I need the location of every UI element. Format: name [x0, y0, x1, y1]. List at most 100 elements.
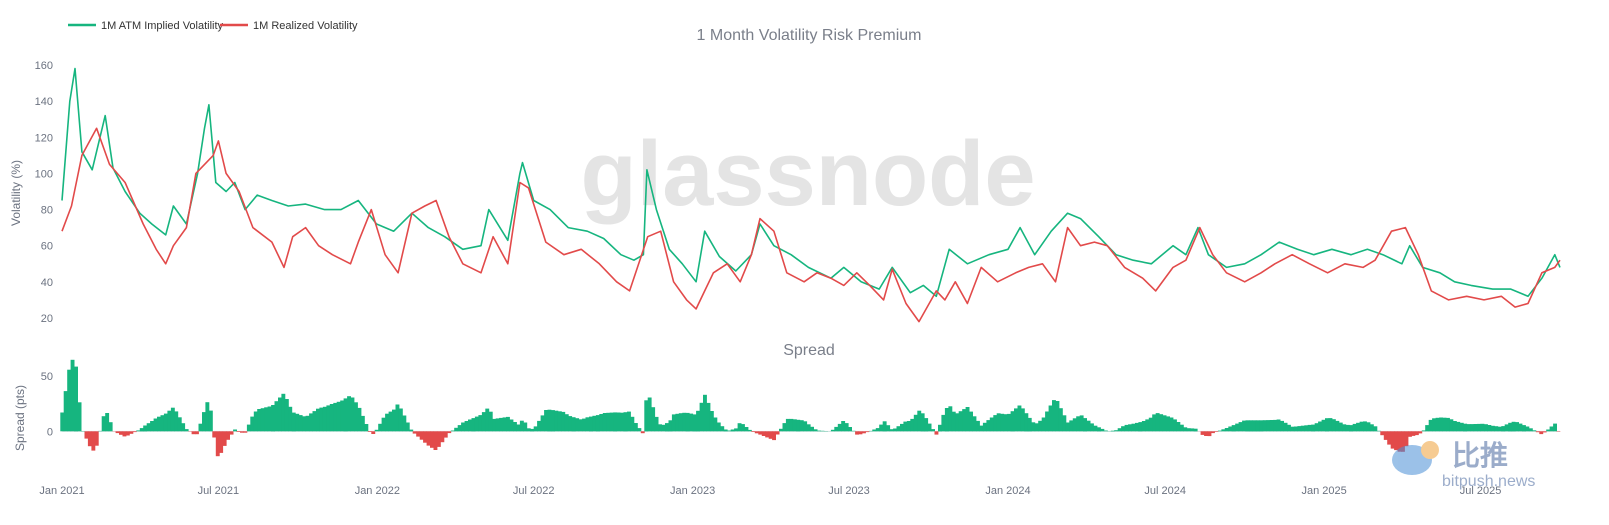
spread-positive-bar — [945, 408, 949, 431]
spread-positive-bar — [382, 418, 386, 432]
bitpush-url: bitpush.news — [1442, 473, 1535, 490]
spread-negative-bar — [772, 431, 776, 440]
spread-positive-bar — [468, 420, 472, 432]
spread-positive-bar — [700, 403, 704, 432]
spread-positive-bar — [1311, 425, 1315, 432]
spread-positive-bar — [686, 413, 690, 432]
spread-negative-bar — [243, 431, 247, 432]
y-axis-label-volatility: Volatility (%) — [9, 160, 23, 226]
spread-positive-bar — [1315, 423, 1319, 431]
spread-positive-bar — [1100, 429, 1104, 431]
spread-positive-bar — [1235, 424, 1239, 432]
spread-positive-bar — [309, 413, 313, 431]
spread-negative-bar — [371, 431, 375, 434]
spread-positive-bar — [1505, 424, 1509, 431]
spread-positive-bar — [1256, 420, 1260, 431]
spread-positive-bar — [1294, 427, 1298, 432]
spread-negative-bar — [1387, 431, 1391, 444]
spread-positive-bar — [1253, 420, 1257, 431]
top-y-tick-label: 80 — [41, 205, 53, 217]
spread-positive-bar — [74, 367, 78, 432]
spread-negative-bar — [1411, 431, 1415, 436]
spread-positive-bar — [465, 421, 469, 431]
spread-negative-bar — [762, 431, 766, 436]
spread-positive-bar — [745, 427, 749, 431]
spread-positive-bar — [1474, 424, 1478, 431]
spread-positive-bar — [993, 415, 997, 431]
spread-positive-bar — [665, 423, 669, 431]
spread-positive-bar — [1342, 424, 1346, 431]
spread-positive-bar — [966, 407, 970, 431]
spread-positive-bar — [1487, 425, 1491, 431]
spread-positive-bar — [586, 417, 590, 431]
chart-title: 1 Month Volatility Risk Premium — [697, 27, 922, 44]
spread-positive-bar — [202, 412, 206, 431]
spread-positive-bar — [143, 426, 147, 432]
spread-positive-bar — [662, 425, 666, 432]
spread-positive-bar — [879, 425, 883, 432]
spread-positive-bar — [803, 421, 807, 431]
spread-positive-bar — [254, 412, 258, 432]
spread-positive-bar — [1228, 427, 1232, 432]
spread-positive-bar — [917, 411, 921, 432]
spread-positive-bar — [831, 430, 835, 432]
spread-positive-bar — [1363, 421, 1367, 431]
spread-title: Spread — [783, 342, 835, 359]
spread-positive-bar — [506, 417, 510, 431]
spread-positive-bar — [582, 419, 586, 432]
spread-positive-bar — [209, 411, 213, 432]
spread-positive-bar — [1007, 414, 1011, 431]
legend-rv-label[interactable]: 1M Realized Volatility — [253, 20, 358, 32]
spread-positive-bar — [1166, 416, 1170, 431]
spread-positive-bar — [1239, 422, 1243, 431]
spread-positive-bar — [461, 423, 465, 432]
spread-positive-bar — [1318, 422, 1322, 432]
spread-positive-bar — [60, 413, 64, 432]
spread-positive-bar — [330, 404, 334, 431]
spread-positive-bar — [78, 402, 82, 431]
bottom-y-tick-label: 50 — [41, 371, 53, 383]
spread-negative-bar — [1415, 431, 1419, 435]
x-tick-label: Jan 2022 — [355, 485, 400, 497]
legend[interactable]: 1M ATM Implied Volatility 1M Realized Vo… — [68, 20, 358, 32]
spread-negative-bar — [935, 431, 939, 434]
spread-positive-bar — [565, 414, 569, 431]
spread-positive-bar — [1325, 418, 1329, 431]
spread-positive-bar — [1280, 421, 1284, 431]
spread-positive-bar — [1277, 420, 1281, 432]
spread-negative-bar — [420, 431, 424, 439]
spread-positive-bar — [568, 416, 572, 431]
spread-positive-bar — [938, 425, 942, 432]
spread-positive-bar — [710, 411, 714, 431]
spread-positive-bar — [1501, 426, 1505, 431]
spread-negative-bar — [416, 431, 420, 436]
spread-positive-bar — [1097, 427, 1101, 431]
spread-positive-bar — [1498, 427, 1502, 432]
spread-positive-bar — [1377, 431, 1381, 432]
spread-positive-bar — [689, 414, 693, 432]
spread-positive-bar — [316, 409, 320, 432]
spread-positive-bar — [164, 414, 168, 432]
spread-negative-bar — [226, 431, 230, 440]
spread-negative-bar — [447, 431, 451, 433]
spread-positive-bar — [589, 417, 593, 432]
legend-iv-label[interactable]: 1M ATM Implied Volatility — [101, 20, 224, 32]
spread-positive-bar — [1339, 423, 1343, 432]
spread-positive-bar — [475, 417, 479, 432]
spread-positive-bar — [326, 405, 330, 431]
spread-positive-bar — [1152, 414, 1156, 431]
spread-negative-bar — [230, 431, 234, 434]
spread-positive-bar — [1353, 424, 1357, 431]
spread-positive-bar — [962, 409, 966, 431]
spread-positive-bar — [1118, 428, 1122, 431]
spread-positive-bar — [347, 396, 351, 431]
spread-positive-bar — [610, 413, 614, 432]
spread-positive-bar — [364, 424, 368, 431]
spread-positive-bar — [976, 421, 980, 431]
spread-positive-bar — [233, 430, 237, 432]
spread-positive-bar — [109, 422, 113, 431]
spread-positive-bar — [354, 402, 358, 431]
spread-positive-bar — [724, 430, 728, 432]
spread-positive-bar — [886, 425, 890, 431]
